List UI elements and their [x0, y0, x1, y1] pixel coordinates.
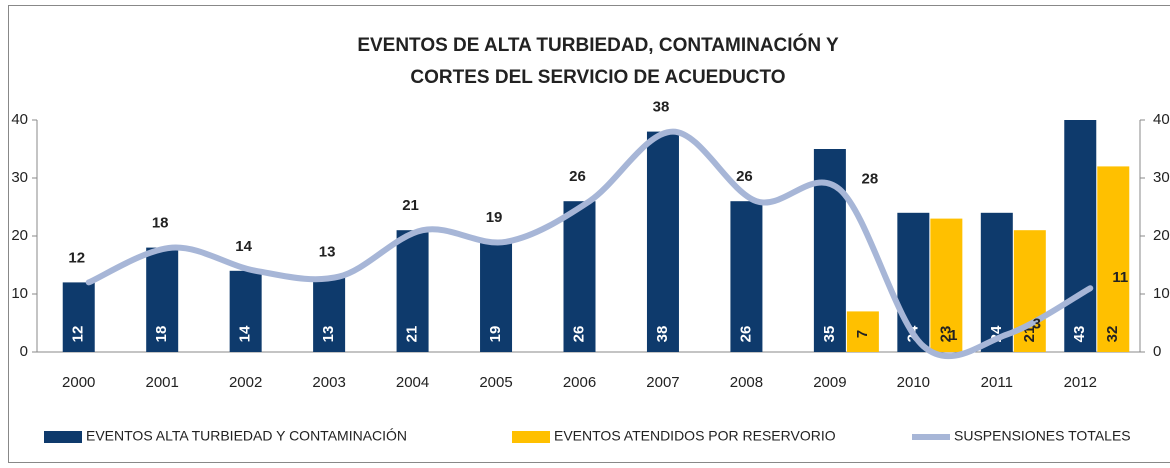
x-tick-label: 2007: [646, 374, 679, 391]
bar-value-label: 38: [654, 326, 671, 343]
line-value-label: 26: [736, 168, 753, 185]
bar: [846, 311, 879, 352]
bar-value-label: 21: [404, 326, 421, 343]
bar: [813, 149, 846, 352]
x-tick-label: 2000: [62, 374, 95, 391]
bar: [646, 131, 679, 352]
legend-label: SUSPENSIONES TOTALES: [954, 428, 1131, 444]
bar: [146, 247, 179, 352]
line-value-label: 1: [949, 327, 957, 344]
line-value-label: 14: [235, 238, 252, 255]
bar-value-label: 32: [1104, 326, 1121, 343]
x-tick-label: 2008: [730, 374, 763, 391]
x-tick-label: 2001: [146, 374, 179, 391]
bar: [980, 212, 1013, 352]
bar-value-label: 26: [737, 326, 754, 343]
line-value-label: 3: [1033, 316, 1041, 333]
x-tick-label: 2011: [981, 374, 1013, 391]
y-tick-label: 0: [20, 343, 28, 360]
line-value-label: 18: [152, 215, 169, 232]
line-value-label: 13: [319, 244, 336, 261]
line-value-label: 21: [402, 197, 419, 214]
bar: [229, 270, 262, 352]
y2-tick-label: 30: [1153, 169, 1170, 186]
legend-swatch: [44, 431, 82, 443]
line-value-label: 26: [569, 168, 586, 185]
y2-tick-label: 0: [1153, 343, 1161, 360]
x-tick-label: 2004: [396, 374, 429, 391]
chart-title: EVENTOS DE ALTA TURBIEDAD, CONTAMINACIÓN…: [357, 34, 839, 56]
line-value-label: 12: [68, 249, 85, 266]
bar-value-label: 7: [854, 330, 871, 338]
bar-value-label: 26: [570, 326, 587, 343]
x-tick-label: 2003: [312, 374, 345, 391]
y-tick-label: 40: [11, 111, 28, 128]
y-tick-label: 10: [11, 285, 28, 302]
y-tick-label: 20: [11, 227, 28, 244]
x-tick-label: 2009: [813, 374, 846, 391]
bar-value-label: 43: [1071, 326, 1088, 343]
bar-value-label: 35: [821, 326, 838, 343]
line-value-label: 11: [1112, 269, 1128, 286]
chart-title: CORTES DEL SERVICIO DE ACUEDUCTO: [410, 67, 785, 88]
x-tick-label: 2012: [1064, 374, 1097, 391]
bar-value-label: 14: [237, 325, 254, 342]
legend-swatch: [512, 431, 550, 443]
bar: [730, 201, 763, 352]
y2-tick-label: 20: [1153, 227, 1170, 244]
line: [85, 128, 1094, 360]
bar: [930, 218, 963, 352]
y-tick-label: 30: [11, 169, 28, 186]
x-tick-label: 2005: [479, 374, 512, 391]
bar-value-label: 23: [937, 326, 954, 343]
bar: [563, 201, 596, 352]
legend-label: EVENTOS ALTA TURBIEDAD Y CONTAMINACIÓN: [86, 428, 407, 444]
bar-value-label: 18: [153, 326, 170, 343]
x-tick-label: 2006: [563, 374, 596, 391]
line-value-label: 19: [486, 209, 503, 226]
plot-area: [62, 120, 1130, 352]
bar: [62, 282, 95, 352]
bar-value-label: 13: [320, 326, 337, 343]
bar: [1064, 120, 1097, 352]
bar: [396, 230, 429, 352]
x-tick-label: 2010: [897, 374, 930, 391]
line-value-label: 38: [653, 99, 670, 116]
bar: [313, 276, 346, 352]
y2-tick-label: 40: [1153, 111, 1170, 128]
x-tick-label: 2002: [229, 374, 262, 391]
y2-tick-label: 10: [1153, 285, 1170, 302]
line-value-label: 28: [862, 171, 879, 188]
bar-value-label: 12: [70, 326, 87, 343]
bar: [1097, 166, 1130, 352]
legend-label: EVENTOS ATENDIDOS POR RESERVORIO: [554, 428, 836, 444]
bar: [480, 241, 513, 352]
bar-value-label: 19: [487, 326, 504, 343]
